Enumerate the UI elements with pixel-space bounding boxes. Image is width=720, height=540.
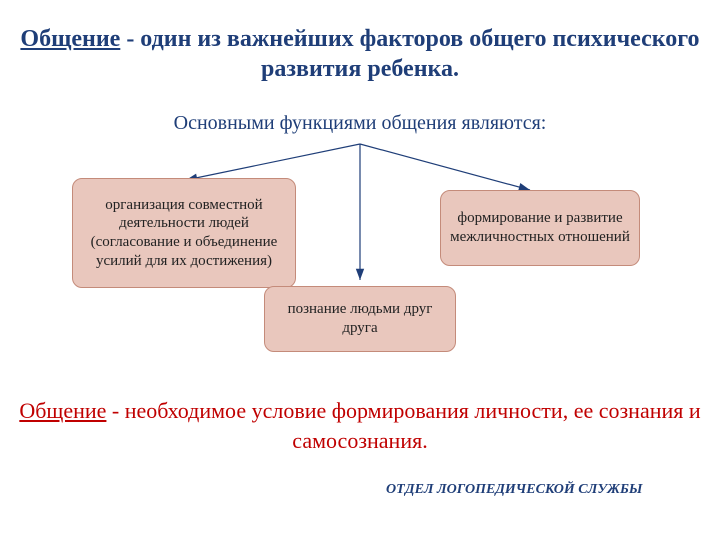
- function-box-center-text: познание людьми друг друга: [273, 300, 447, 338]
- function-box-center: познание людьми друг друга: [264, 286, 456, 352]
- function-box-right-text: формирование и развитие межличностных от…: [449, 209, 631, 247]
- conclusion-rest: - необходимое условие формирования лично…: [106, 398, 700, 453]
- function-box-right: формирование и развитие межличностных от…: [440, 190, 640, 266]
- function-box-left-text: организация совместной деятельности люде…: [81, 196, 287, 271]
- slide: Общение - один из важнейших факторов общ…: [0, 0, 720, 540]
- footer-text: ОТДЕЛ ЛОГОПЕДИЧЕСКОЙ СЛУЖБЫ: [386, 482, 642, 498]
- title-rest: - один из важнейших факторов общего псих…: [120, 26, 699, 82]
- title-underlined: Общение: [20, 26, 120, 52]
- conclusion-underlined: Общение: [19, 398, 106, 423]
- function-box-left: организация совместной деятельности люде…: [72, 178, 296, 288]
- slide-title: Общение - один из важнейших факторов общ…: [0, 24, 720, 84]
- slide-subtitle: Основными функциями общения являются:: [0, 112, 720, 135]
- conclusion-text: Общение - необходимое условие формирован…: [0, 396, 720, 455]
